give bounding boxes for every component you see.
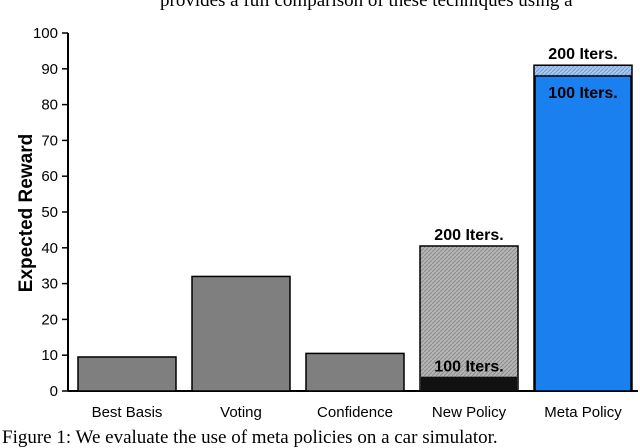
y-tick-label: 80 bbox=[41, 97, 58, 114]
annotation-200-iters: 200 Iters. bbox=[548, 46, 617, 63]
bar-chart: 0 10 20 30 40 50 60 70 80 90 100 Best Basis Voting C… bbox=[16, 25, 638, 421]
annotation-100-iters: 100 Iters. bbox=[434, 359, 503, 376]
bar-segment-100-iters bbox=[421, 376, 517, 391]
x-tick-label: Confidence bbox=[317, 404, 393, 421]
y-tick-label: 0 bbox=[50, 383, 58, 400]
y-tick-label: 100 bbox=[33, 25, 58, 42]
y-tick-label: 10 bbox=[41, 347, 58, 364]
annotation-100-iters: 100 Iters. bbox=[548, 85, 617, 102]
y-tick-label: 40 bbox=[41, 240, 58, 257]
y-tick-label: 90 bbox=[41, 61, 58, 78]
y-axis-label: Expected Reward bbox=[16, 134, 37, 292]
y-tick-label: 70 bbox=[41, 132, 58, 149]
bar-confidence bbox=[305, 352, 405, 392]
y-tick-label: 30 bbox=[41, 276, 58, 293]
y-tick-label: 50 bbox=[41, 204, 58, 221]
x-tick-label: Voting bbox=[220, 404, 262, 421]
x-tick-label: Best Basis bbox=[92, 404, 163, 421]
preceding-text-line: provides a full comparison of these tech… bbox=[160, 0, 573, 11]
bar-best-basis bbox=[77, 356, 177, 392]
annotation-200-iters: 200 Iters. bbox=[434, 227, 503, 244]
x-tick-label: New Policy bbox=[432, 404, 507, 421]
figure-caption: Figure 1: We evaluate the use of meta po… bbox=[2, 428, 498, 448]
bar-segment-100-iters bbox=[534, 75, 632, 392]
y-tick-label: 20 bbox=[41, 311, 58, 328]
x-tick-label: Meta Policy bbox=[544, 404, 622, 421]
bar-voting bbox=[191, 275, 291, 392]
y-tick-label: 60 bbox=[41, 168, 58, 185]
